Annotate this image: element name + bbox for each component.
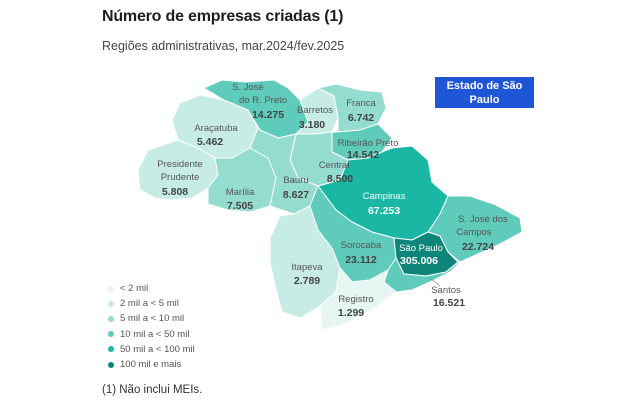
- label-saopaulo-value: 305.006: [400, 255, 438, 267]
- legend-item: 10 mil a < 50 mil: [108, 327, 195, 342]
- map-subtitle: Regiões administrativas, mar.2024/fev.20…: [102, 39, 345, 53]
- label-sjcampos-name-2: Campos: [456, 227, 492, 238]
- map-legend: < 2 mil 2 mil a < 5 mil 5 mil a < 10 mil…: [108, 281, 195, 372]
- legend-label: 5 mil a < 10 mil: [120, 313, 185, 325]
- santos-leader-line: [429, 277, 441, 287]
- label-sjcampos-name-1: S. José dos: [458, 214, 508, 225]
- legend-item: 2 mil a < 5 mil: [108, 296, 195, 311]
- label-aracatuba-value: 5.462: [197, 136, 223, 148]
- legend-label: 2 mil a < 5 mil: [120, 298, 179, 310]
- state-total-box: Estado de São Paulo 513.345 empresas: [435, 77, 534, 120]
- label-franca-name: Franca: [346, 98, 376, 109]
- label-barretos-value: 3.180: [299, 119, 325, 131]
- legend-swatch: [108, 361, 114, 368]
- label-bauru-value: 8.627: [283, 189, 309, 201]
- label-registro-name: Registro: [338, 294, 373, 305]
- label-santos-name: Santos: [431, 285, 461, 296]
- label-bauru-name: Bauru: [283, 175, 308, 186]
- legend-swatch: [108, 315, 114, 322]
- region-bauru: [249, 127, 319, 215]
- label-barretos-name: Barretos: [297, 105, 333, 116]
- label-aracatuba-name: Araçatuba: [194, 123, 238, 134]
- region-marilia: [207, 147, 277, 213]
- legend-label: < 2 mil: [120, 283, 149, 295]
- label-presidente-name-2: Prudente: [161, 172, 200, 183]
- map-title: Número de empresas criadas (1): [102, 8, 344, 25]
- label-presidente-value: 5.808: [162, 186, 188, 198]
- state-total-value: 513.345 empresas: [437, 108, 532, 120]
- label-itapeva-name: Itapeva: [291, 262, 323, 273]
- legend-item: 5 mil a < 10 mil: [108, 311, 195, 326]
- label-ribeirao-name: Ribeirão Preto: [338, 138, 399, 149]
- label-sjcampos-value: 22.724: [462, 241, 494, 253]
- legend-swatch: [108, 300, 114, 307]
- label-sorocaba-name: Sorocaba: [341, 240, 382, 251]
- legend-item: 50 mil a < 100 mil: [108, 342, 195, 357]
- legend-swatch: [108, 285, 114, 292]
- label-central-value: 8.500: [327, 173, 353, 185]
- label-presidente-name-1: Presidente: [157, 159, 202, 170]
- label-marilia-name: Marília: [226, 187, 255, 198]
- label-sjrp-name-2: do R. Preto: [239, 95, 287, 106]
- legend-label: 100 mil e mais: [120, 359, 182, 371]
- label-campinas-value: 67.253: [368, 205, 400, 217]
- label-ribeirao-value: 14.542: [347, 149, 379, 161]
- label-campinas-name: Campinas: [363, 191, 406, 202]
- legend-label: 10 mil a < 50 mil: [120, 328, 190, 340]
- region-registro: [319, 267, 397, 331]
- legend-swatch: [108, 346, 114, 353]
- label-itapeva-value: 2.789: [294, 275, 320, 287]
- label-santos-value: 16.521: [433, 297, 465, 309]
- state-total-label: Estado de São Paulo: [446, 80, 523, 106]
- legend-item: < 2 mil: [108, 281, 195, 296]
- label-franca-value: 6.742: [348, 112, 374, 124]
- label-registro-value: 1.299: [338, 307, 364, 319]
- legend-swatch: [108, 331, 114, 338]
- legend-item: 100 mil e mais: [108, 357, 195, 372]
- label-saopaulo-name: São Paulo: [399, 243, 443, 254]
- label-marilia-value: 7.505: [227, 200, 253, 212]
- label-sjrp-name-1: S. José: [232, 82, 264, 93]
- label-central-name: Central: [319, 160, 350, 171]
- label-sjrp-value: 14.275: [252, 109, 284, 121]
- label-sorocaba-value: 23.112: [345, 254, 377, 266]
- legend-label: 50 mil a < 100 mil: [120, 343, 195, 355]
- footnote: (1) Não inclui MEIs.: [102, 384, 203, 396]
